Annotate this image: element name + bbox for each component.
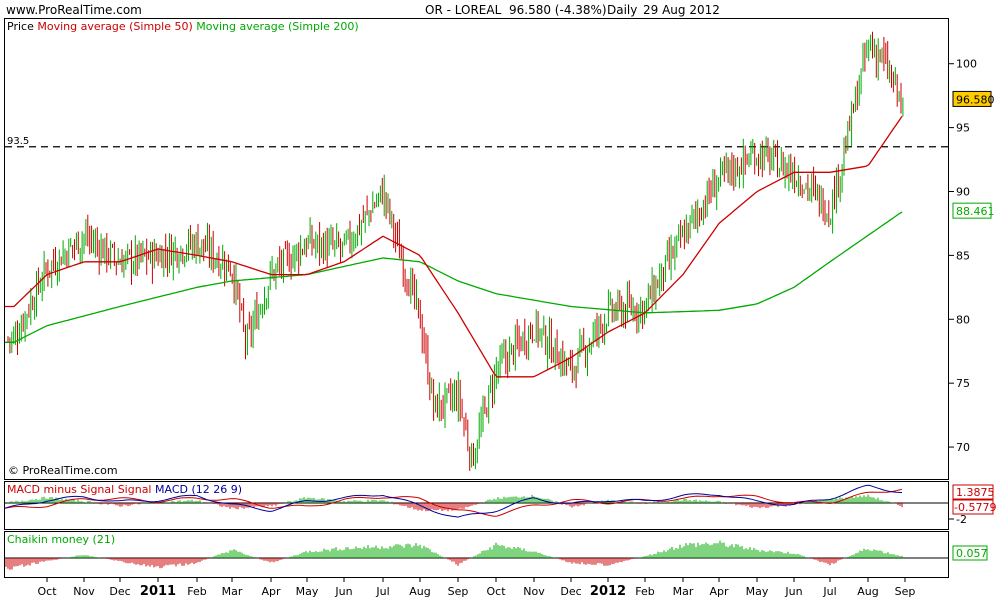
x-tick-label: Oct <box>486 585 506 598</box>
site-name[interactable]: www.ProRealTime.com <box>6 3 142 17</box>
x-tick-label: Dec <box>560 585 581 598</box>
legend-chaikin: Chaikin money (21) <box>7 533 116 546</box>
legend-macd: MACD (12 26 9) <box>155 483 243 496</box>
chaikin-legend: Chaikin money (21) <box>7 533 115 546</box>
price-y-tick-label: 70 <box>956 441 970 454</box>
period-label: Daily <box>607 3 638 17</box>
x-tick-label: Oct <box>37 585 57 598</box>
price-y-tick-label: 90 <box>956 186 970 199</box>
last-price-header: 96.580 (-4.38%) <box>509 3 607 17</box>
chaikin-tag: 0.057 <box>956 547 988 560</box>
price-y-tick-label: 80 <box>956 313 970 326</box>
x-tick-label: Feb <box>635 585 654 598</box>
macd-legend: MACD minus Signal Signal MACD (12 26 9) <box>7 483 242 496</box>
x-tick-label: Sep <box>448 585 469 598</box>
last-price-tag-box <box>952 90 992 107</box>
x-tick-label: Dec <box>109 585 130 598</box>
x-tick-label: 2011 <box>140 584 176 599</box>
instrument-title: OR - LOREAL <box>425 3 502 17</box>
ma50-line <box>5 115 903 378</box>
x-tick-label: Jun <box>784 585 802 598</box>
x-tick-label: Aug <box>409 585 430 598</box>
price-legend: Price Moving average (Simple 50) Moving … <box>7 20 359 33</box>
x-tick-label: May <box>746 585 769 598</box>
legend-price: Price <box>7 20 34 33</box>
copyright-label: © ProRealTime.com <box>8 464 118 477</box>
macd-y-tick-label: -2 <box>956 513 967 526</box>
price-y-tick-label: 75 <box>956 377 970 390</box>
resistance-line-label: 93.5 <box>7 136 29 147</box>
ma200-line <box>5 211 903 343</box>
price-y-tick-label: 95 <box>956 122 970 135</box>
macd-top-tag: 1.3875 <box>956 486 995 499</box>
x-tick-label: Jul <box>375 585 389 598</box>
price-y-tick-label: 100 <box>956 58 977 71</box>
x-tick-label: Nov <box>73 585 95 598</box>
x-tick-label: Jul <box>822 585 836 598</box>
price-y-tick-label: 85 <box>956 249 970 262</box>
x-tick-label: May <box>296 585 319 598</box>
macd-panel[interactable] <box>4 481 949 530</box>
x-tick-label: Mar <box>222 585 243 598</box>
chaikin-tag-box <box>952 545 988 561</box>
x-tick-label: Apr <box>709 585 729 598</box>
x-tick-label: Sep <box>895 585 916 598</box>
legend-ma50: Moving average (Simple 50) <box>37 20 193 33</box>
macd-bottom-tag: -0.5779 <box>954 501 996 514</box>
x-tick-label: Apr <box>261 585 281 598</box>
legend-macd-minus-signal: MACD minus Signal <box>7 483 115 496</box>
ma200-tag: 88.461 <box>956 205 995 218</box>
legend-ma200: Moving average (Simple 200) <box>196 20 359 33</box>
x-tick-label: Mar <box>673 585 694 598</box>
last-price-tag: 96.580 <box>956 93 995 106</box>
chaikin-histogram <box>5 540 903 570</box>
macd-line <box>4 484 903 518</box>
macd-bottom-tag-box <box>952 499 994 515</box>
x-tick-label: Jun <box>334 585 352 598</box>
x-tick-label: Nov <box>523 585 545 598</box>
ma200-tag-box <box>952 202 992 219</box>
x-tick-label: 2012 <box>590 584 626 599</box>
price-candles <box>7 31 904 471</box>
signal-line <box>4 488 903 517</box>
x-tick-label: Aug <box>857 585 878 598</box>
legend-signal: Signal <box>117 483 152 496</box>
macd-top-tag-box <box>952 484 994 500</box>
x-tick-label: Feb <box>187 585 206 598</box>
header-date: 29 Aug 2012 <box>643 3 720 17</box>
